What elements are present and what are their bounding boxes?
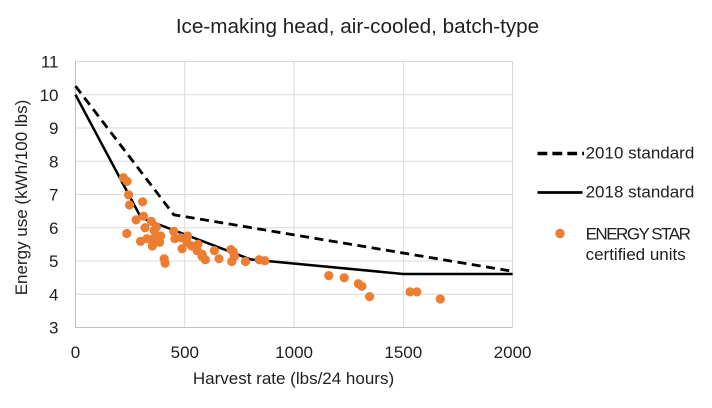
svg-text:8: 8 (49, 152, 58, 171)
svg-text:Harvest rate (lbs/24 hours): Harvest rate (lbs/24 hours) (193, 369, 394, 388)
svg-text:2010 standard: 2010 standard (586, 144, 695, 163)
svg-text:500: 500 (171, 343, 199, 362)
svg-text:certified units: certified units (586, 245, 686, 264)
svg-text:ENERGY STAR: ENERGY STAR (586, 225, 691, 244)
svg-text:2018 standard: 2018 standard (586, 183, 695, 202)
svg-text:4: 4 (49, 285, 58, 304)
svg-text:Ice-making head, air-cooled, b: Ice-making head, air-cooled, batch-type (176, 15, 539, 38)
svg-text:Energy use (kWh/100 lbs): Energy use (kWh/100 lbs) (12, 100, 31, 296)
svg-text:2000: 2000 (494, 343, 532, 362)
svg-text:1500: 1500 (384, 343, 422, 362)
svg-text:6: 6 (49, 219, 58, 238)
svg-text:0: 0 (71, 343, 80, 362)
svg-text:9: 9 (49, 119, 58, 138)
svg-text:11: 11 (41, 53, 59, 72)
svg-text:10: 10 (40, 86, 59, 105)
svg-text:7: 7 (49, 186, 58, 205)
svg-text:1000: 1000 (275, 343, 313, 362)
svg-text:3: 3 (49, 319, 58, 338)
svg-text:5: 5 (49, 252, 58, 271)
